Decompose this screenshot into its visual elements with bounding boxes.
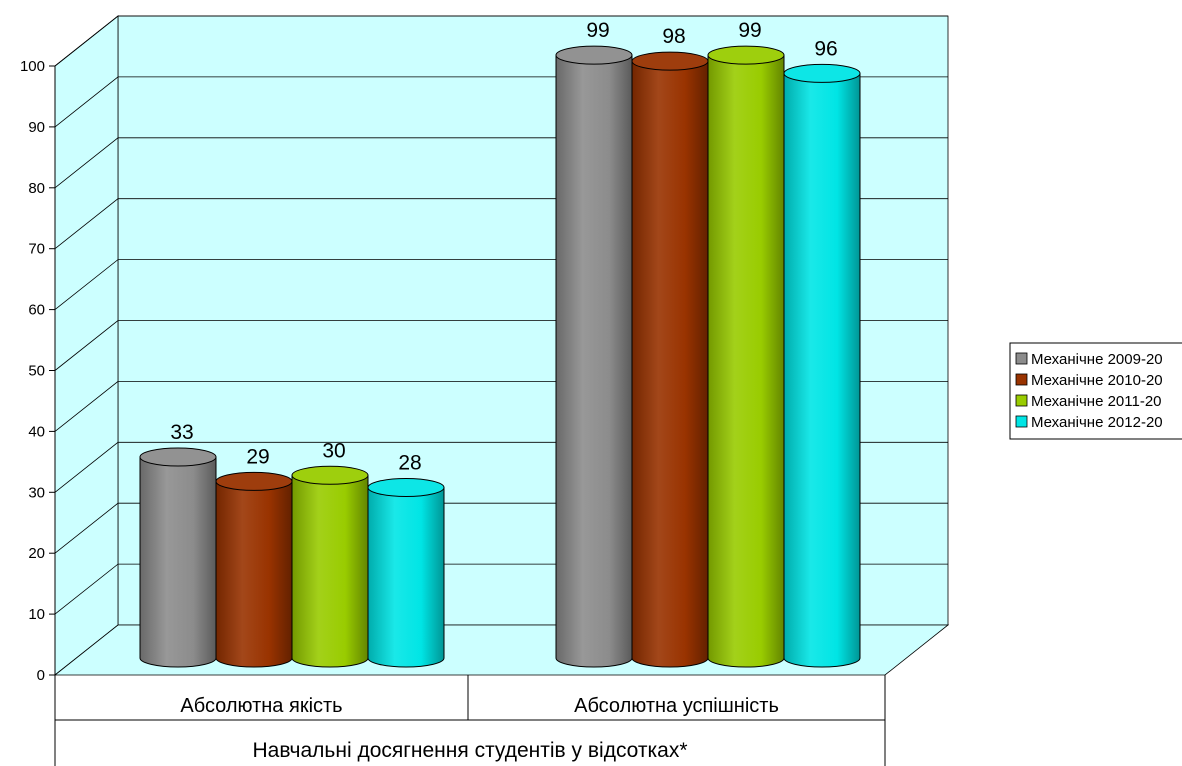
gridline bbox=[54, 15, 948, 67]
bars bbox=[139, 45, 861, 668]
y-tick-label: 60 bbox=[28, 302, 45, 319]
bar-body bbox=[367, 486, 445, 668]
y-tick-label: 90 bbox=[28, 119, 45, 136]
bar-cap bbox=[367, 477, 445, 497]
y-tick-label: 80 bbox=[28, 180, 45, 197]
data-label: 28 bbox=[398, 451, 421, 474]
legend-label: Механічне 2012-20 bbox=[1031, 414, 1163, 431]
bar-cap bbox=[291, 465, 369, 485]
y-tick-label: 10 bbox=[28, 606, 45, 623]
category-label: Абсолютна успішність bbox=[574, 695, 779, 717]
y-axis: 0 10 20 30 40 50 60 70 80 90 100 bbox=[20, 58, 56, 684]
legend-label: Механічне 2010-20 bbox=[1031, 372, 1163, 389]
data-label: 33 bbox=[170, 421, 193, 444]
bar-cap bbox=[783, 63, 861, 83]
data-label: 98 bbox=[662, 25, 685, 48]
bar-cap bbox=[555, 45, 633, 65]
data-label: 30 bbox=[322, 439, 345, 462]
bar-body bbox=[291, 474, 369, 668]
legend: Механічне 2009-20 Механічне 2010-20 Механі… bbox=[1009, 342, 1182, 440]
legend-swatch bbox=[1015, 373, 1028, 386]
y-tick-label: 40 bbox=[28, 423, 45, 440]
y-tick-label: 20 bbox=[28, 545, 45, 562]
legend-label: Механічне 2009-20 bbox=[1031, 351, 1163, 368]
y-tick-label: 30 bbox=[28, 484, 45, 501]
legend-label: Механічне 2011-20 bbox=[1031, 393, 1162, 410]
data-label: 29 bbox=[246, 445, 269, 468]
bar bbox=[367, 477, 445, 668]
data-labels: 33 29 30 28 99 98 99 96 bbox=[170, 19, 837, 474]
category-label: Абсолютна якість bbox=[180, 695, 342, 717]
bar bbox=[215, 471, 293, 668]
y-tick-label: 100 bbox=[20, 58, 45, 75]
bar bbox=[631, 51, 709, 668]
bar-cap bbox=[631, 51, 709, 71]
legend-box bbox=[1009, 342, 1182, 440]
legend-swatch bbox=[1015, 394, 1028, 407]
legend-swatch bbox=[1015, 352, 1028, 365]
data-label: 99 bbox=[586, 19, 609, 42]
bar-body bbox=[707, 54, 785, 668]
bar bbox=[555, 45, 633, 668]
y-tick-label: 70 bbox=[28, 241, 45, 258]
bar-body bbox=[215, 480, 293, 668]
bar bbox=[291, 465, 369, 668]
y-tick-label: 50 bbox=[28, 363, 45, 380]
bar-body bbox=[631, 60, 709, 668]
bar-body bbox=[783, 72, 861, 668]
bar-body bbox=[139, 456, 217, 668]
bar-body bbox=[555, 54, 633, 668]
bar bbox=[707, 45, 785, 668]
y-tick-label: 0 bbox=[37, 667, 45, 684]
data-label: 99 bbox=[738, 19, 761, 42]
bar bbox=[783, 63, 861, 668]
bar bbox=[139, 447, 217, 668]
legend-swatch bbox=[1015, 415, 1028, 428]
data-label: 96 bbox=[814, 37, 837, 60]
x-axis-title: Навчальні досягнення студентів у відсотк… bbox=[252, 739, 687, 762]
bar-cap bbox=[139, 447, 217, 467]
x-axis: Навчальні досягнення студентів у відсотк… bbox=[54, 675, 886, 766]
bar-cap bbox=[215, 471, 293, 491]
bar-cap bbox=[707, 45, 785, 65]
